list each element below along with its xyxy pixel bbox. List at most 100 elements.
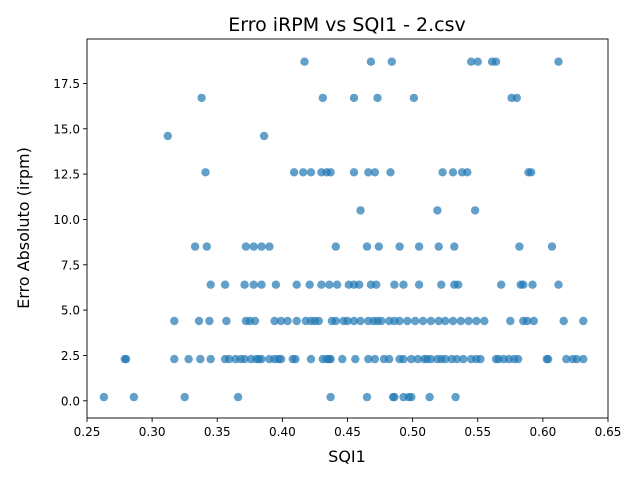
data-point [473,57,482,66]
data-point [454,280,463,289]
data-point [386,168,395,177]
data-point [276,354,286,364]
data-point [364,354,373,364]
data-point [572,354,581,364]
data-point [515,242,524,251]
x-tick-label: 0.50 [399,425,426,439]
y-tick-label: 12.5 [53,168,80,182]
data-point [452,354,462,364]
data-point [543,354,553,364]
data-point [206,280,215,289]
data-point [305,280,314,289]
data-point [220,280,230,289]
data-point [326,354,335,364]
data-point [356,206,365,215]
data-point [121,354,131,364]
x-tick-label: 0.60 [530,425,557,439]
data-point [411,316,420,326]
data-point [250,316,260,326]
data-point [306,168,316,177]
data-point [409,93,419,103]
data-point [271,280,281,289]
x-tick-label: 0.55 [464,425,491,439]
data-point [300,57,309,66]
data-point [356,316,365,326]
data-point [338,354,347,364]
data-point [377,316,386,326]
data-point [407,354,416,364]
data-point [194,316,204,326]
y-axis-ticks: 0.0 2.5 5.0 7.5 10.0 12.5 15.0 17.5 [53,77,87,408]
x-tick-label: 0.40 [269,425,296,439]
data-point [433,206,442,215]
data-point [249,242,258,251]
data-point [364,168,373,177]
data-point [326,168,335,177]
data-point [240,280,249,289]
data-point [418,316,428,326]
data-point [441,316,450,326]
data-point [240,354,249,364]
data-point [326,392,335,402]
data-point [349,316,359,326]
data-point [241,242,251,251]
data-point [370,354,380,364]
data-point [463,168,472,177]
data-point [373,93,382,103]
data-point [554,57,563,66]
data-point [233,392,243,402]
data-point [385,354,394,364]
data-point [403,316,412,326]
data-point [562,354,571,364]
data-point [206,354,215,364]
data-point [579,316,588,326]
data-point [523,316,532,326]
data-point [413,354,422,364]
data-point [374,242,383,251]
data-point [451,392,460,402]
data-point [519,280,528,289]
data-point [491,57,501,66]
plot-frame [86,38,609,419]
data-point [434,242,443,251]
data-point [390,280,399,289]
data-point [362,392,372,402]
data-point [325,280,334,289]
data-point [289,168,299,177]
y-tick-label: 2.5 [61,349,80,363]
data-point [184,354,193,364]
data-point [426,354,436,364]
y-tick-label: 10.0 [53,213,80,227]
data-point [472,316,481,326]
data-point [438,168,447,177]
data-point [407,392,416,402]
data-point [355,280,364,289]
data-point [579,354,588,364]
data-point [554,280,563,289]
data-point [529,316,538,326]
data-point [331,242,340,251]
data-point [387,57,396,66]
y-axis-label: Erro Absoluto (irpm) [14,147,33,309]
data-point [292,316,301,326]
data-point [414,280,424,289]
data-point [257,280,266,289]
data-point [257,242,266,251]
data-point [399,354,408,364]
data-point [270,316,279,326]
data-point [190,242,200,251]
data-point [362,242,372,251]
chart-title: Erro iRPM vs SQI1 - 2.csv [228,14,465,36]
data-point [414,242,424,251]
data-point [317,280,326,289]
data-point [170,354,179,364]
data-point [527,168,536,177]
data-point [170,316,179,326]
data-point [205,316,214,326]
data-point [163,131,172,141]
x-tick-label: 0.30 [139,425,166,439]
data-point [448,316,458,326]
data-point [390,392,399,402]
data-point [476,354,485,364]
data-point [370,168,380,177]
